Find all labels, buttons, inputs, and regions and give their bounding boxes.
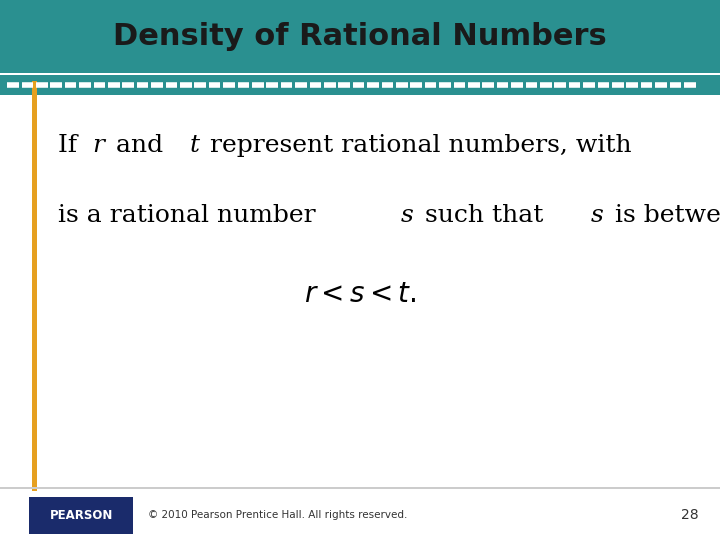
FancyBboxPatch shape — [0, 75, 720, 94]
FancyBboxPatch shape — [29, 497, 133, 534]
Text: represent rational numbers, with: represent rational numbers, with — [202, 134, 640, 157]
Text: $r < s < t.$: $r < s < t.$ — [304, 281, 416, 308]
Text: is a rational number: is a rational number — [58, 205, 323, 227]
FancyBboxPatch shape — [32, 81, 37, 491]
Text: Density of Rational Numbers: Density of Rational Numbers — [113, 22, 607, 51]
Text: t: t — [189, 134, 199, 157]
Text: r: r — [93, 134, 104, 157]
Text: © 2010 Pearson Prentice Hall. All rights reserved.: © 2010 Pearson Prentice Hall. All rights… — [148, 510, 407, 520]
Text: 28: 28 — [681, 508, 698, 522]
Text: s: s — [400, 205, 413, 227]
Text: such that: such that — [417, 205, 552, 227]
Text: s: s — [590, 205, 603, 227]
Text: is between: is between — [607, 205, 720, 227]
FancyBboxPatch shape — [0, 0, 720, 73]
FancyBboxPatch shape — [0, 487, 720, 489]
Text: and: and — [108, 134, 171, 157]
Text: If: If — [58, 134, 85, 157]
Text: PEARSON: PEARSON — [50, 509, 113, 522]
